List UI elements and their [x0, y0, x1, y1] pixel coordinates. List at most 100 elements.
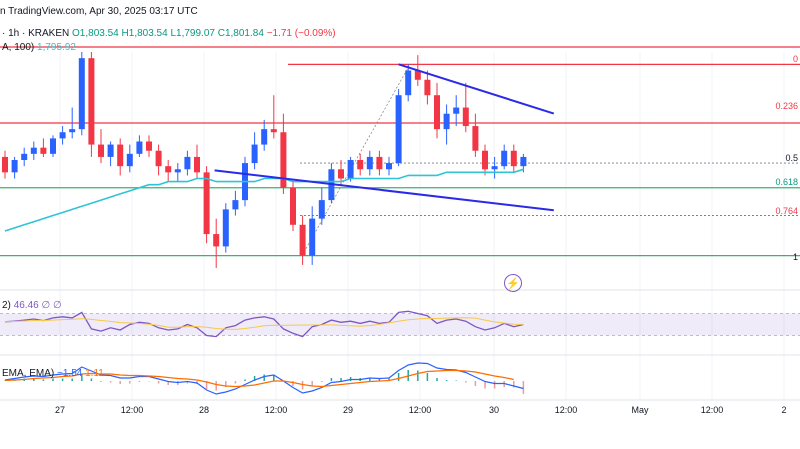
candle-body: [414, 70, 421, 80]
rsi-band: [0, 313, 800, 336]
rsi-legend: 2) 46.46 ∅ ∅: [2, 300, 62, 311]
candle-body: [501, 150, 508, 167]
candle-body: [98, 144, 104, 157]
candle-body: [491, 166, 498, 170]
symbol-interval: · 1h · KRAKEN: [2, 28, 70, 39]
candle-body: [318, 200, 325, 219]
x-tick-label: 30: [488, 405, 500, 415]
x-tick-label: 12:00: [408, 405, 432, 415]
rsi-extra: ∅ ∅: [41, 300, 62, 311]
candle-body: [347, 160, 354, 179]
x-tick-label: 27: [54, 405, 66, 415]
candle-body: [482, 150, 488, 170]
candle-body: [453, 107, 460, 114]
fib-diagonal: [301, 64, 411, 256]
fib-label: 0.764: [775, 206, 798, 216]
fib-label: 0: [792, 54, 798, 64]
candle-body: [338, 169, 344, 179]
grid: [0, 52, 800, 401]
macd-legend: EMA, EMA) −1.54 1.11: [2, 368, 104, 379]
candle-body: [126, 153, 133, 167]
signal-value: 1.11: [85, 368, 104, 379]
candle-body: [424, 79, 431, 96]
candle-body: [194, 156, 200, 173]
candle-body: [174, 169, 181, 173]
macd-polyline: [4, 362, 524, 395]
candle-body: [443, 113, 450, 130]
ema-label: A, 100): [2, 42, 35, 53]
candles: [2, 52, 527, 268]
fib-label: 1: [792, 252, 798, 262]
candle-body: [88, 58, 95, 145]
candle-body: [30, 147, 37, 154]
candle-body: [290, 187, 296, 225]
candle-body: [213, 234, 220, 247]
candle-body: [309, 218, 316, 256]
candle-body: [280, 132, 287, 188]
ema-value: 1,795.92: [37, 42, 76, 53]
ema-line: [4, 168, 524, 232]
candle-body: [2, 156, 8, 173]
x-tick-label: 28: [198, 405, 210, 415]
fib-label: 0.5: [785, 153, 798, 163]
candle-body: [395, 95, 402, 164]
x-tick-label: 12:00: [554, 405, 578, 415]
brand-header: n TradingView.com, Apr 30, 2025 03:17 UT…: [0, 6, 198, 17]
candle-body: [520, 156, 527, 167]
x-tick-label: May: [631, 405, 649, 415]
candle-body: [107, 144, 114, 157]
candle-body: [434, 95, 440, 130]
x-tick-label: 12:00: [264, 405, 288, 415]
change-value: −1.71 (−0.09%): [266, 28, 336, 39]
lower-trendline: [214, 169, 554, 212]
candle-body: [366, 156, 373, 170]
x-tick-label: 12:00: [120, 405, 144, 415]
x-tick-label: 12:00: [700, 405, 724, 415]
rsi-value: 46.46: [13, 300, 39, 311]
candle-body: [376, 156, 383, 170]
candle-body: [165, 166, 172, 173]
candle-body: [69, 129, 76, 133]
candle-body: [203, 172, 210, 235]
candle-body: [405, 70, 412, 96]
candle-body: [155, 150, 162, 167]
candle-body: [40, 147, 47, 154]
candle-body: [222, 209, 229, 247]
candle-body: [472, 126, 479, 151]
macd-pane: [4, 362, 525, 395]
candle-body: [261, 129, 268, 145]
candle-body: [462, 107, 469, 127]
candle-body: [510, 150, 517, 167]
candle-body: [184, 156, 191, 170]
rsi-ma-polyline: [4, 317, 524, 330]
rsi-pane: [0, 310, 800, 338]
candle-body: [146, 141, 152, 151]
candle-body: [117, 144, 124, 167]
candle-body: [299, 224, 306, 256]
rsi-polyline: [4, 310, 524, 338]
ema-polyline: [4, 168, 524, 232]
high-value: H1,803.54: [121, 28, 168, 39]
open-value: O1,803.54: [72, 28, 119, 39]
flash-icon[interactable]: ⚡: [504, 274, 522, 292]
trendlines: [214, 63, 555, 212]
macd-label: EMA, EMA): [2, 368, 55, 379]
candle-body: [357, 160, 364, 170]
candle-body: [386, 163, 392, 170]
low-value: L1,799.07: [170, 28, 215, 39]
x-tick-label: 29: [342, 405, 354, 415]
candle-body: [50, 138, 56, 154]
rsi-label: 2): [2, 300, 11, 311]
candle-body: [270, 129, 277, 133]
close-value: C1,801.84: [217, 28, 264, 39]
ema-legend: A, 100) 1,795.92: [2, 42, 76, 53]
candle-body: [21, 153, 28, 160]
signal-polyline: [4, 369, 514, 388]
macd-value: −1.54: [57, 368, 83, 379]
fib-label: 0.618: [775, 177, 798, 187]
x-tick-label: 2: [781, 405, 787, 415]
candle-body: [136, 141, 143, 154]
ohlc-legend: · 1h · KRAKEN O1,803.54 H1,803.54 L1,799…: [2, 28, 336, 39]
candle-body: [251, 144, 258, 164]
